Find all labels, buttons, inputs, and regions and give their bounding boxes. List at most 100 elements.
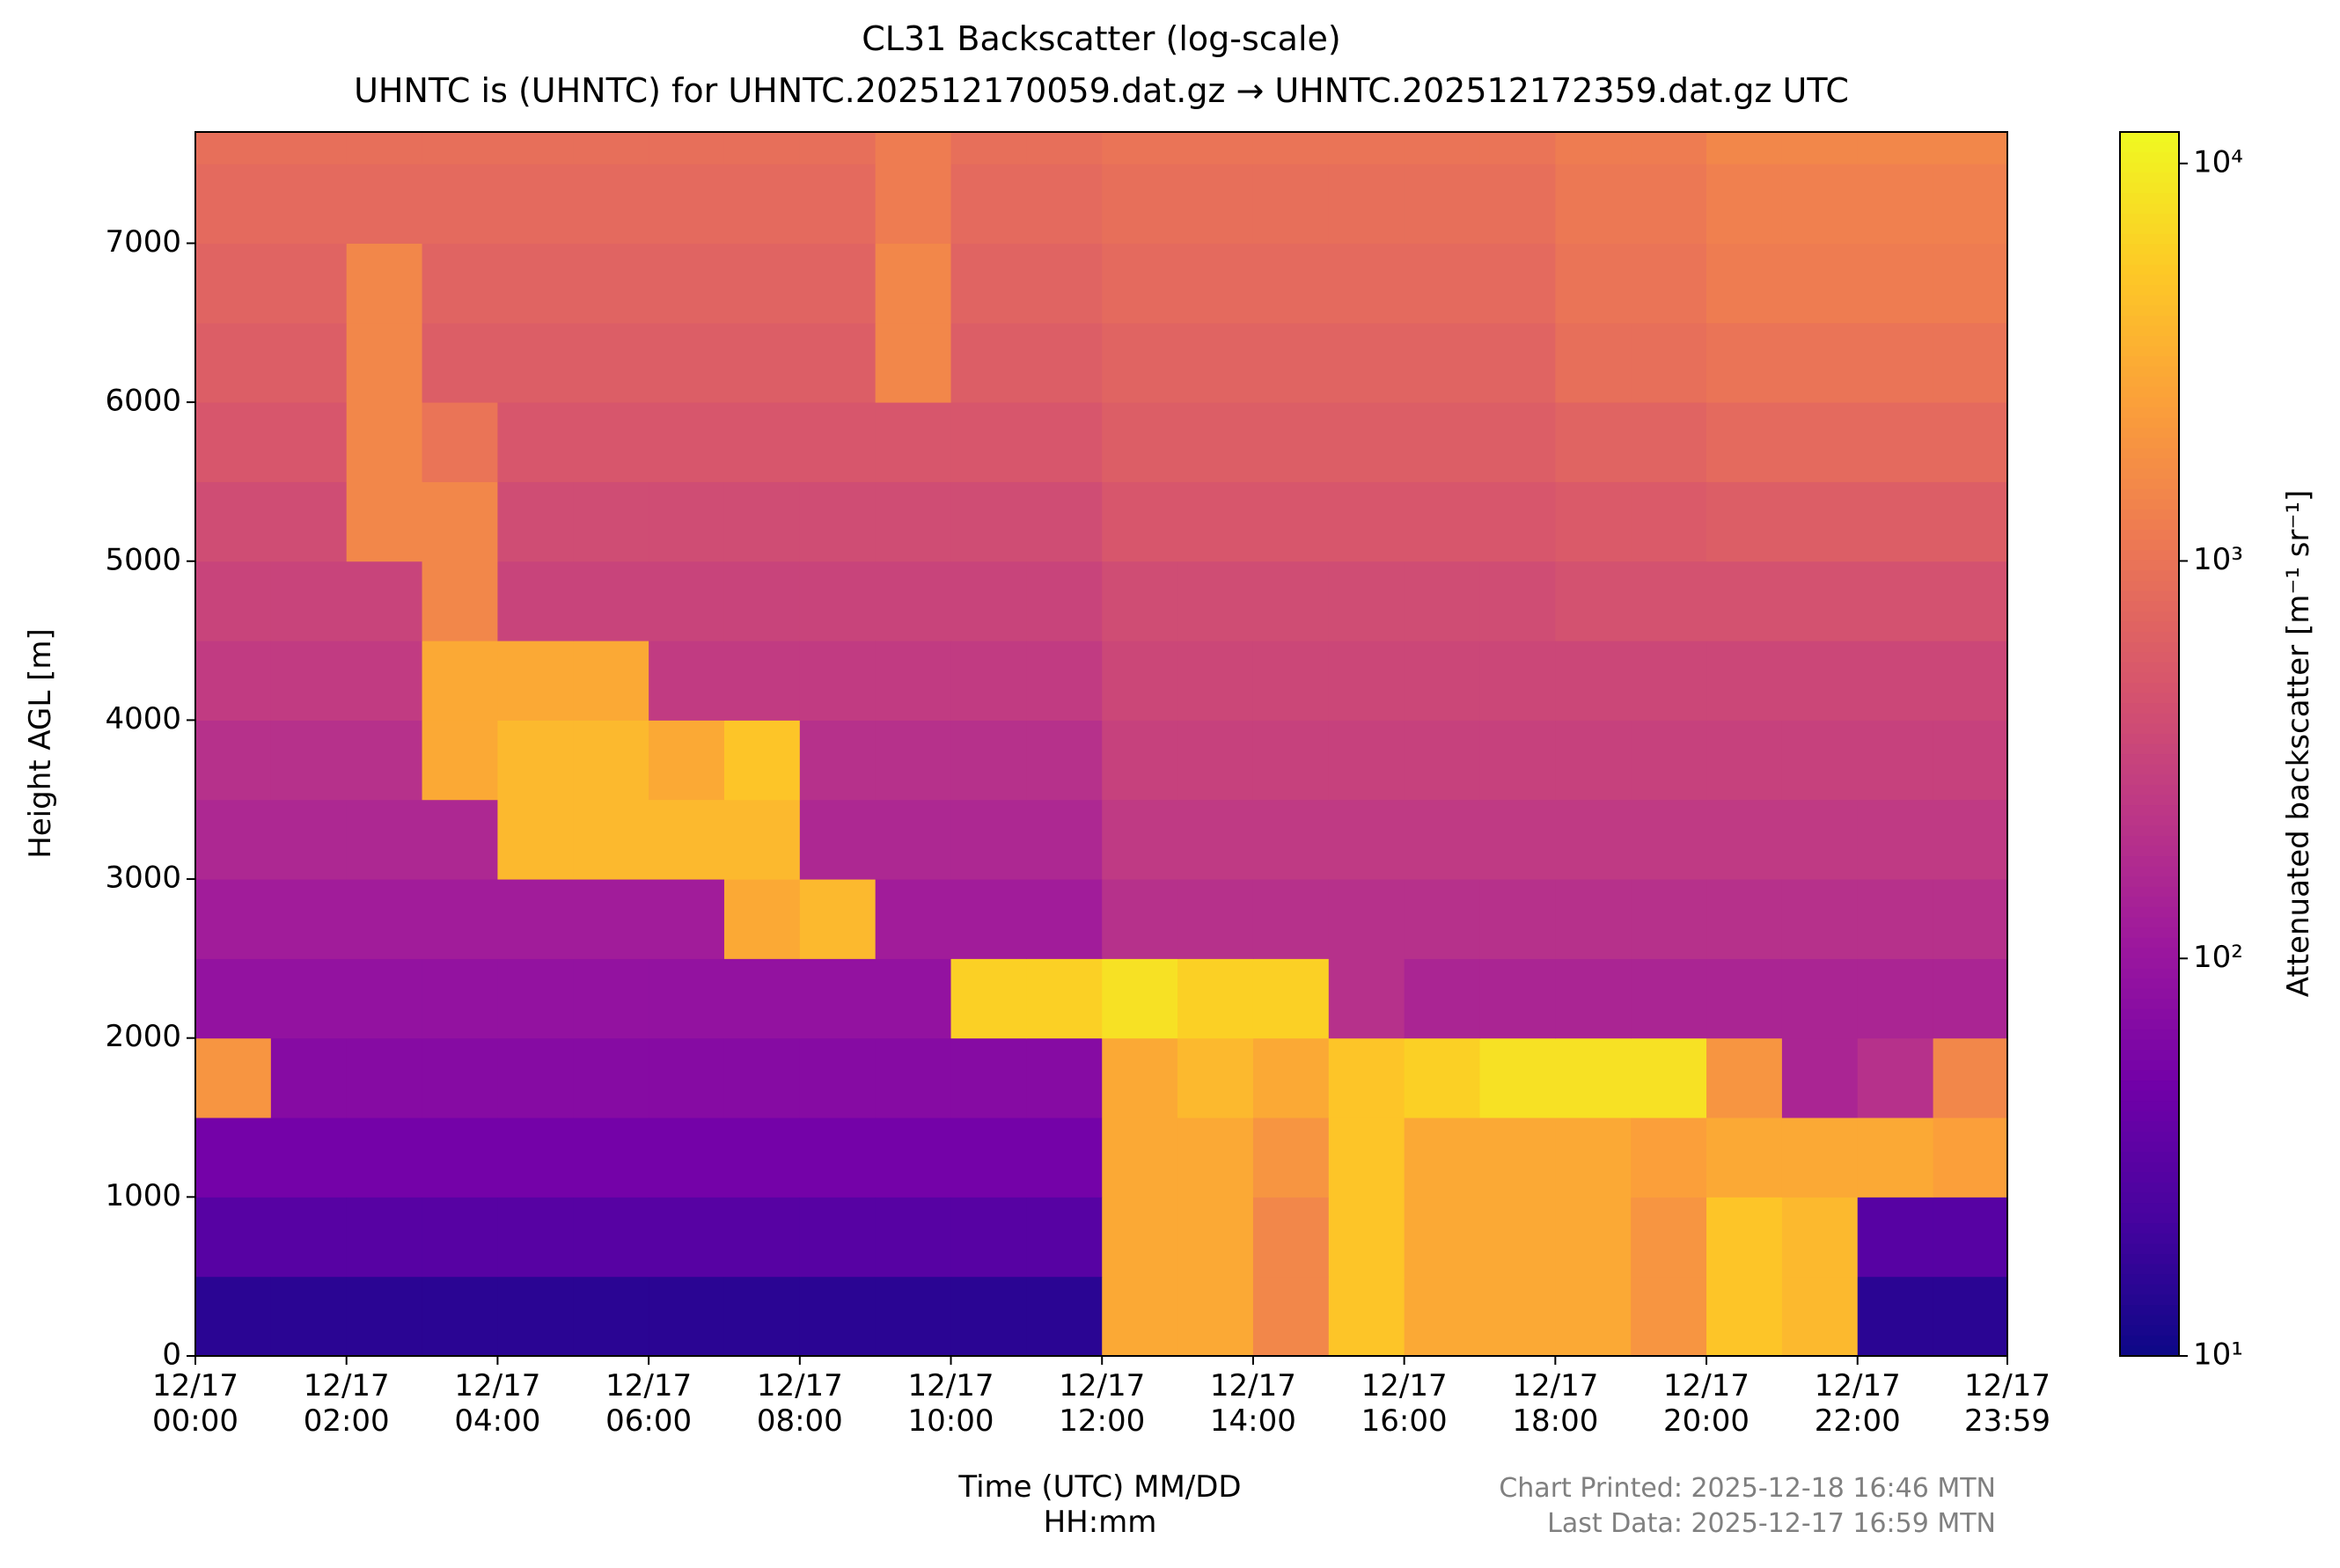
heatmap-cell	[1933, 1197, 2008, 1278]
heatmap-cell	[346, 641, 423, 721]
heatmap-cell	[1026, 958, 1103, 1039]
heatmap-cell	[649, 132, 725, 165]
x-tick-label: 12/17 04:00	[454, 1368, 541, 1439]
heatmap-cell	[1781, 958, 1859, 1039]
heatmap-cell	[1026, 879, 1103, 959]
heatmap-cell	[1328, 799, 1405, 880]
colorbar-segment	[2120, 774, 2179, 786]
heatmap-cell	[1252, 1276, 1330, 1357]
heatmap-cell	[649, 1197, 725, 1278]
x-tick-label: 12/17 14:00	[1209, 1368, 1296, 1439]
heatmap-cell	[346, 799, 423, 880]
colorbar-segment	[2120, 448, 2179, 459]
heatmap-cell	[1857, 958, 1934, 1039]
x-tick-label: 12/17 10:00	[907, 1368, 994, 1439]
colorbar-segment	[2120, 886, 2179, 898]
heatmap-cell	[270, 799, 348, 880]
colorbar-segment	[2120, 539, 2179, 551]
colorbar-segment	[2120, 172, 2179, 184]
heatmap-cell	[1328, 1197, 1405, 1278]
heatmap-cell	[573, 481, 649, 562]
heatmap-cell	[1252, 879, 1330, 959]
colorbar-segment	[2120, 1152, 2179, 1163]
heatmap-cell	[1555, 1197, 1632, 1278]
heatmap-cell	[1631, 164, 1707, 244]
y-tick-label: 5000	[105, 542, 181, 577]
colorbar-segment	[2120, 254, 2179, 266]
heatmap-cell	[270, 1117, 348, 1198]
heatmap-cell	[1026, 799, 1103, 880]
heatmap-cell	[195, 879, 272, 959]
heatmap-cell	[1328, 641, 1405, 721]
x-tick-label: 12/17 06:00	[605, 1368, 693, 1439]
heatmap-cell	[497, 243, 574, 324]
heatmap-cell	[1631, 1117, 1707, 1198]
colorbar-segment	[2120, 1233, 2179, 1245]
heatmap-cell	[1328, 561, 1405, 641]
heatmap-cell	[1933, 132, 2008, 165]
heatmap-cell	[1026, 641, 1103, 721]
heatmap-cell	[1479, 958, 1556, 1039]
heatmap-cell	[422, 481, 498, 562]
heatmap-cell	[1026, 1037, 1103, 1118]
heatmap-cell	[723, 481, 801, 562]
y-axis-label: Height AGL [m]	[23, 628, 58, 859]
heatmap-cell	[422, 322, 498, 403]
heatmap-cell	[1781, 132, 1859, 165]
heatmap-cell	[950, 402, 1027, 482]
colorbar-segment	[2120, 1161, 2179, 1173]
colorbar-segment	[2120, 1325, 2179, 1337]
heatmap-cell	[1706, 1197, 1783, 1278]
colorbar-frame	[2119, 131, 2180, 1357]
heatmap-cell	[1328, 1117, 1405, 1198]
colorbar-segment	[2120, 1070, 2179, 1081]
colorbar-segment	[2120, 326, 2179, 337]
heatmap-cell	[1857, 1117, 1934, 1198]
colorbar-segment	[2120, 162, 2179, 173]
heatmap-cell	[270, 132, 348, 165]
heatmap-cell	[1479, 481, 1556, 562]
heatmap-cell	[1781, 322, 1859, 403]
heatmap-cell	[950, 1117, 1027, 1198]
colorbar-segment	[2120, 468, 2179, 480]
heatmap-cell	[1933, 402, 2008, 482]
heatmap-cell	[875, 799, 952, 880]
colorbar-segment	[2120, 356, 2179, 368]
heatmap-cell	[1479, 164, 1556, 244]
colorbar-segment	[2120, 784, 2179, 796]
colorbar-segment	[2120, 1274, 2179, 1286]
heatmap-cell	[799, 481, 877, 562]
colorbar-segment	[2120, 479, 2179, 490]
heatmap-cell	[1555, 879, 1632, 959]
heatmap-cell	[1857, 561, 1934, 641]
heatmap-cell	[723, 879, 801, 959]
heatmap-cell	[1857, 720, 1934, 801]
heatmap-cell	[1328, 481, 1405, 562]
heatmap-cell	[1631, 799, 1707, 880]
heatmap-cell	[1102, 720, 1178, 801]
heatmap-cell	[649, 1276, 725, 1357]
colorbar-segment	[2120, 988, 2179, 1000]
heatmap-cell	[346, 958, 423, 1039]
heatmap-cell	[422, 879, 498, 959]
y-tick-label: 3000	[105, 861, 181, 896]
colorbar-segment	[2120, 182, 2179, 194]
heatmap-cell	[723, 1117, 801, 1198]
colorbar-segment	[2120, 213, 2179, 224]
heatmap-cell	[799, 641, 877, 721]
heatmap-cell	[875, 958, 952, 1039]
colorbar-segment	[2120, 927, 2179, 939]
heatmap-cell	[1857, 402, 1934, 482]
heatmap-cell	[875, 561, 952, 641]
heatmap-cell	[1706, 164, 1783, 244]
heatmap-cell	[1933, 641, 2008, 721]
heatmap-cell	[1026, 1276, 1103, 1357]
colorbar-segment	[2120, 142, 2179, 153]
heatmap-cell	[195, 132, 272, 165]
heatmap-cell	[573, 1197, 649, 1278]
colorbar-segment	[2120, 1039, 2179, 1051]
heatmap-cell	[497, 164, 574, 244]
heatmap-cell	[1102, 164, 1178, 244]
heatmap-cell	[649, 402, 725, 482]
